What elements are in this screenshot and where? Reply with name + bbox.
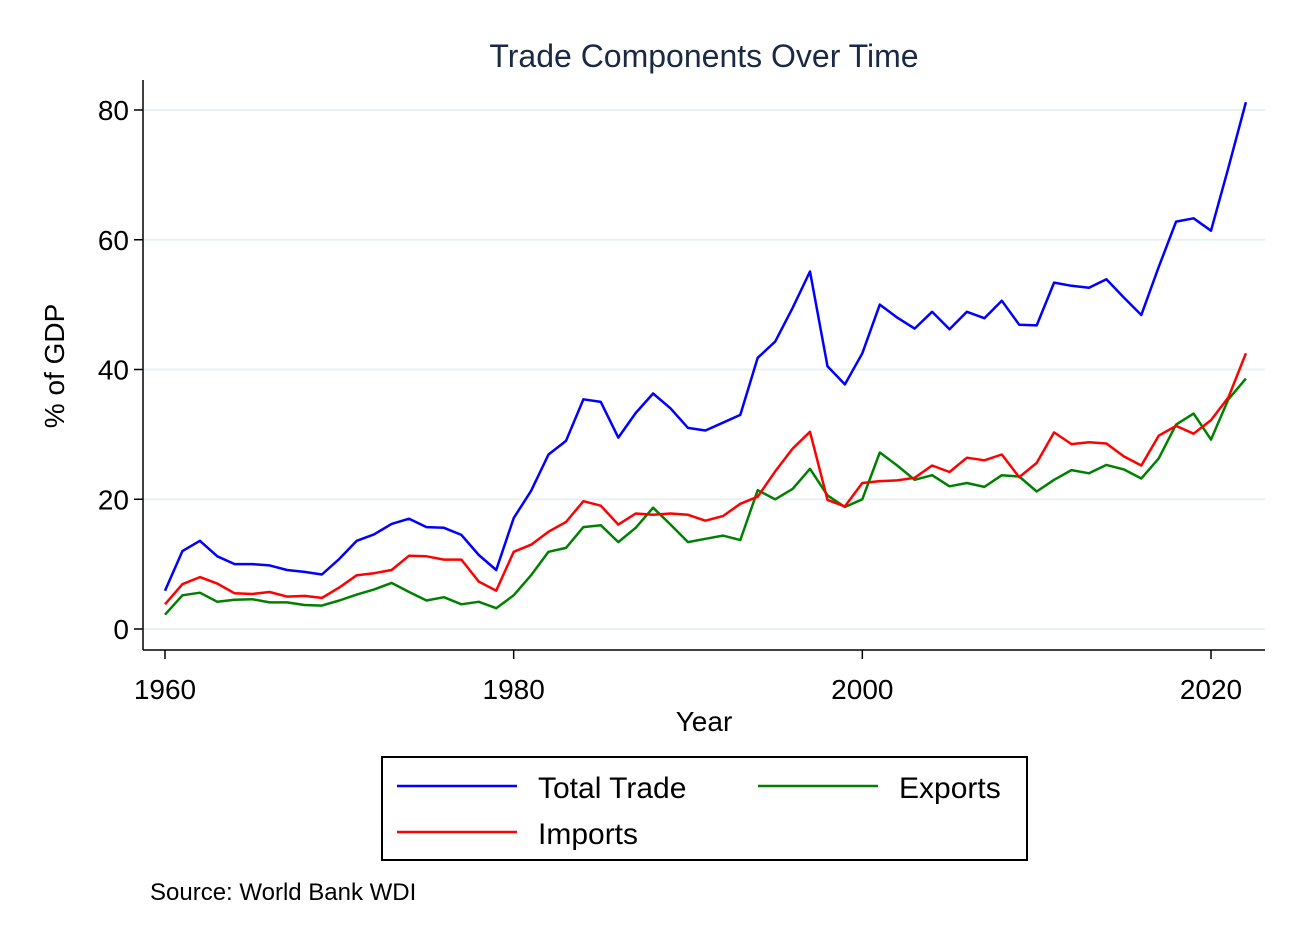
legend-label-total-trade: Total Trade xyxy=(538,772,686,805)
y-tick-label-80: 80 xyxy=(98,95,129,126)
y-tick-label-60: 60 xyxy=(98,225,129,256)
legend-label-imports: Imports xyxy=(538,818,638,851)
series-line-exports xyxy=(164,377,1247,616)
y-tick-label-20: 20 xyxy=(98,484,129,515)
y-axis-ticks: 0 20 40 60 80 xyxy=(98,95,143,645)
x-axis-ticks: 1960 1980 2000 2020 xyxy=(134,650,1242,705)
series-line-imports xyxy=(164,352,1248,606)
source-note: Source: World Bank WDI xyxy=(150,879,416,906)
legend-box xyxy=(381,756,1028,861)
x-axis-label: Year xyxy=(676,706,733,737)
x-tick-label-1980: 1980 xyxy=(483,674,545,705)
x-tick-label-1960: 1960 xyxy=(134,674,196,705)
series-line-total-trade xyxy=(163,101,1248,592)
y-tick-label-40: 40 xyxy=(98,355,129,386)
x-tick-label-2000: 2000 xyxy=(831,674,893,705)
series-lines xyxy=(163,101,1248,616)
legend: Total Trade Exports Imports xyxy=(381,756,1028,861)
gridlines xyxy=(144,109,1265,630)
chart-title: Trade Components Over Time xyxy=(489,38,918,74)
x-tick-label-2020: 2020 xyxy=(1180,674,1242,705)
legend-label-exports: Exports xyxy=(899,772,1001,805)
y-axis-label: % of GDP xyxy=(39,304,70,428)
y-tick-label-0: 0 xyxy=(113,614,129,645)
